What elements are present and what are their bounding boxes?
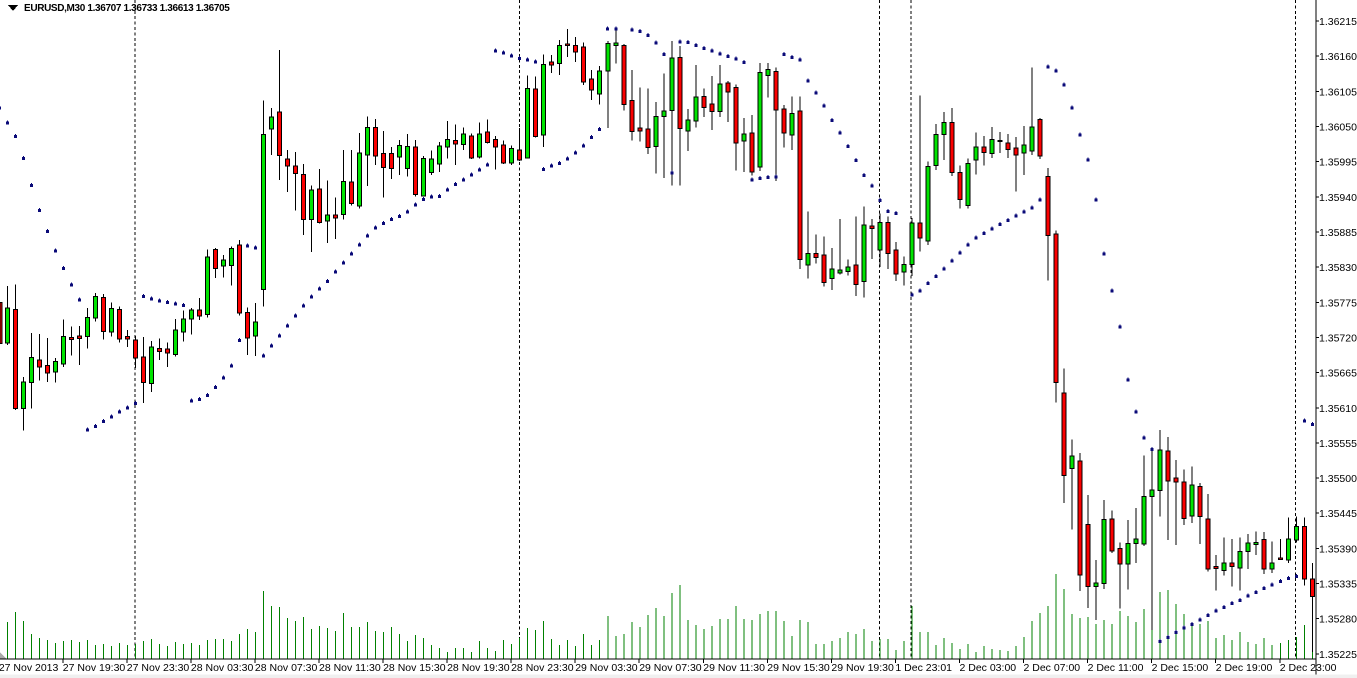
svg-text:1.35830: 1.35830 [1319,262,1357,274]
svg-text:1.35445: 1.35445 [1319,508,1357,520]
svg-text:2 Dec 15:00: 2 Dec 15:00 [1152,662,1209,674]
svg-text:28 Nov 11:30: 28 Nov 11:30 [319,662,381,674]
svg-text:1.35555: 1.35555 [1319,438,1357,450]
svg-text:EURUSD,M30 1.36707 1.36733 1.: EURUSD,M30 1.36707 1.36733 1.36613 1.367… [24,3,230,14]
svg-text:27 Nov 23:30: 27 Nov 23:30 [127,662,190,674]
svg-text:1.35280: 1.35280 [1319,614,1357,626]
svg-text:29 Nov 11:30: 29 Nov 11:30 [703,662,765,674]
svg-text:2 Dec 19:00: 2 Dec 19:00 [1216,662,1273,674]
svg-text:2 Dec 11:00: 2 Dec 11:00 [1088,662,1144,674]
svg-text:1.35225: 1.35225 [1319,649,1357,661]
svg-text:28 Nov 03:30: 28 Nov 03:30 [191,662,254,674]
svg-text:1.35995: 1.35995 [1319,157,1357,169]
svg-text:28 Nov 15:30: 28 Nov 15:30 [383,662,446,674]
svg-text:28 Nov 19:30: 28 Nov 19:30 [447,662,510,674]
svg-text:1.35885: 1.35885 [1319,227,1357,239]
svg-text:2 Dec 07:00: 2 Dec 07:00 [1024,662,1081,674]
svg-text:29 Nov 19:30: 29 Nov 19:30 [831,662,894,674]
svg-text:1.36160: 1.36160 [1319,51,1357,63]
svg-text:1.35720: 1.35720 [1319,332,1357,344]
svg-text:1.36105: 1.36105 [1319,86,1357,98]
svg-text:1.35335: 1.35335 [1319,579,1357,591]
svg-text:1.35500: 1.35500 [1319,473,1357,485]
svg-text:1.35940: 1.35940 [1319,192,1357,204]
svg-text:29 Nov 15:30: 29 Nov 15:30 [767,662,830,674]
svg-text:1.36215: 1.36215 [1319,16,1357,28]
svg-text:2 Dec 03:00: 2 Dec 03:00 [960,662,1017,674]
svg-text:29 Nov 03:30: 29 Nov 03:30 [575,662,638,674]
svg-text:1.35610: 1.35610 [1319,403,1357,415]
svg-text:27 Nov 19:30: 27 Nov 19:30 [63,662,126,674]
svg-text:27 Nov 2013: 27 Nov 2013 [0,662,59,674]
svg-text:28 Nov 07:30: 28 Nov 07:30 [255,662,318,674]
svg-text:1.35390: 1.35390 [1319,543,1357,555]
svg-text:2 Dec 23:00: 2 Dec 23:00 [1280,662,1337,674]
svg-text:1 Dec 23:01: 1 Dec 23:01 [895,662,952,674]
svg-text:1.35775: 1.35775 [1319,297,1357,309]
svg-text:1.36050: 1.36050 [1319,122,1357,134]
svg-text:29 Nov 07:30: 29 Nov 07:30 [639,662,702,674]
svg-text:28 Nov 23:30: 28 Nov 23:30 [511,662,574,674]
svg-text:1.35665: 1.35665 [1319,368,1357,380]
